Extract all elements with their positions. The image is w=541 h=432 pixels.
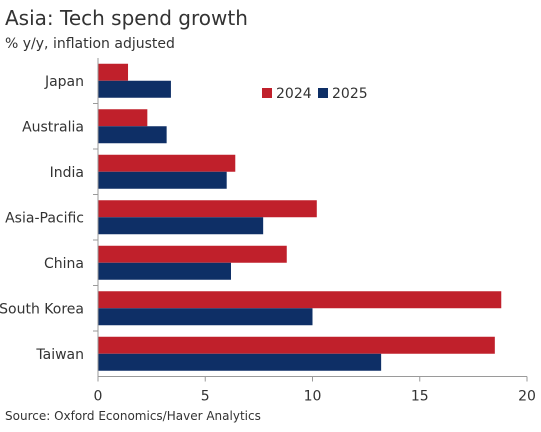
category-label: India: [50, 165, 84, 181]
bar-australia-2025: [98, 126, 167, 144]
bar-japan-2024: [98, 63, 129, 81]
bar-japan-2025: [98, 80, 171, 98]
legend-label-2025: 2025: [332, 86, 368, 102]
bar-south-korea-2025: [98, 308, 313, 326]
legend-label-2024: 2024: [276, 86, 312, 102]
bar-asia-pacific-2024: [98, 200, 317, 218]
category-label: China: [44, 256, 84, 272]
x-tick-label: 0: [94, 389, 103, 405]
category-label: Australia: [22, 119, 84, 135]
source-note: Source: Oxford Economics/Haver Analytics: [5, 409, 261, 423]
x-tick-label: 15: [411, 389, 429, 405]
bar-china-2025: [98, 262, 231, 280]
category-label: South Korea: [0, 301, 84, 317]
bar-south-korea-2024: [98, 291, 502, 309]
bar-china-2024: [98, 245, 287, 263]
legend-swatch-2025: [318, 88, 328, 98]
bar-india-2024: [98, 154, 236, 172]
bar-australia-2024: [98, 109, 148, 127]
bar-taiwan-2025: [98, 353, 382, 371]
x-tick-label: 5: [201, 389, 210, 405]
category-label: Japan: [44, 74, 84, 90]
chart-subtitle: % y/y, inflation adjusted: [5, 36, 175, 52]
legend-swatch-2024: [262, 88, 272, 98]
bar-taiwan-2024: [98, 336, 495, 354]
bar-india-2025: [98, 171, 227, 189]
chart-title: Asia: Tech spend growth: [5, 6, 248, 30]
category-label: Asia-Pacific: [5, 210, 84, 226]
category-label: Taiwan: [35, 347, 84, 363]
bar-asia-pacific-2025: [98, 217, 264, 235]
x-tick-label: 20: [518, 389, 536, 405]
x-tick-label: 10: [304, 389, 322, 405]
